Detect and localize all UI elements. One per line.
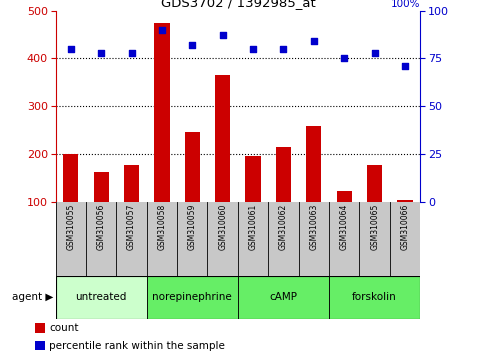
Text: GSM310060: GSM310060: [218, 204, 227, 250]
Bar: [329, 276, 420, 319]
Text: cAMP: cAMP: [270, 292, 298, 302]
Point: [219, 33, 227, 38]
Bar: [35, 341, 45, 350]
Bar: [337, 191, 352, 250]
Bar: [56, 276, 147, 319]
Text: GSM310059: GSM310059: [188, 204, 197, 250]
Text: agent ▶: agent ▶: [12, 292, 53, 302]
Point: [371, 50, 379, 56]
Bar: [124, 165, 139, 250]
Bar: [367, 165, 382, 250]
Text: GSM310057: GSM310057: [127, 204, 136, 250]
Text: forskolin: forskolin: [352, 292, 397, 302]
Point: [97, 50, 105, 56]
Text: GSM310055: GSM310055: [66, 204, 75, 250]
Text: GSM310065: GSM310065: [370, 204, 379, 250]
Bar: [398, 200, 412, 250]
Text: count: count: [49, 323, 78, 333]
Text: GSM310064: GSM310064: [340, 204, 349, 250]
Bar: [238, 276, 329, 319]
Text: norepinephrine: norepinephrine: [153, 292, 232, 302]
Point: [280, 46, 287, 52]
Text: untreated: untreated: [75, 292, 127, 302]
Point: [67, 46, 74, 52]
Bar: [63, 154, 78, 250]
Point: [188, 42, 196, 48]
Text: GSM310061: GSM310061: [249, 204, 257, 250]
Bar: [147, 276, 238, 319]
Text: GSM310058: GSM310058: [157, 204, 167, 250]
Point: [341, 56, 348, 61]
Point: [128, 50, 135, 56]
Point: [158, 27, 166, 33]
Text: GSM310066: GSM310066: [400, 204, 410, 250]
Bar: [185, 132, 200, 250]
Text: GSM310056: GSM310056: [97, 204, 106, 250]
Bar: [215, 75, 230, 250]
Text: 100%: 100%: [391, 0, 420, 9]
Bar: [276, 147, 291, 250]
Point: [401, 63, 409, 69]
Bar: [35, 323, 45, 333]
Point: [310, 38, 318, 44]
Text: percentile rank within the sample: percentile rank within the sample: [49, 341, 225, 350]
Bar: [94, 172, 109, 250]
Text: GSM310063: GSM310063: [309, 204, 318, 250]
Bar: [245, 156, 261, 250]
Bar: [306, 126, 322, 250]
Title: GDS3702 / 1392985_at: GDS3702 / 1392985_at: [160, 0, 315, 10]
Bar: [154, 23, 170, 250]
Point: [249, 46, 257, 52]
Text: GSM310062: GSM310062: [279, 204, 288, 250]
